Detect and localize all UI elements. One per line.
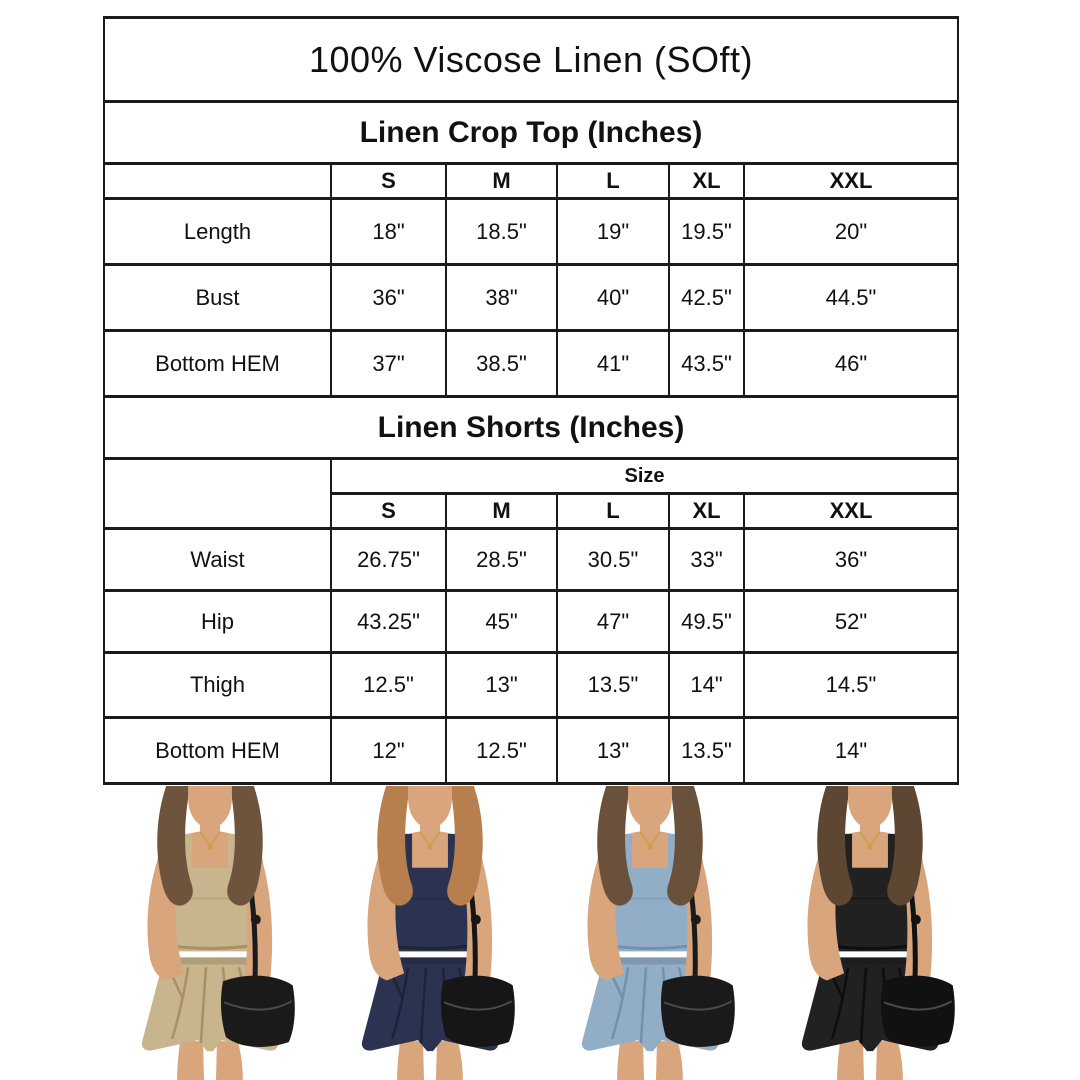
size-value: 18.5" [445,197,558,266]
table-row: Hip 43.25" 45" 47" 49.5" 52" [103,589,959,654]
table-row: Bottom HEM 37" 38.5" 41" 43.5" 46" [103,329,959,398]
size-value: 13" [556,716,670,785]
table-row: Size [103,457,959,530]
size-col-header: S [330,492,447,530]
table-row: Length 18" 18.5" 19" 19.5" 20" [103,197,959,266]
size-value: 20" [743,197,959,266]
size-value: 30.5" [556,527,670,592]
table-row: S M L XL XXL [103,162,959,200]
size-col-header: S [330,162,447,200]
product-photo-navy [320,786,540,1080]
model-photo-light-blue [540,786,760,1080]
size-value: 26.75" [330,527,447,592]
size-value: 12.5" [330,651,447,719]
row-label: Waist [103,527,332,592]
table-row: Linen Crop Top (Inches) [103,100,959,165]
size-col-header: XL [668,162,745,200]
size-value: 12.5" [445,716,558,785]
size-col-header: M [445,162,558,200]
size-value: 47" [556,589,670,654]
size-col-header: XXL [743,162,959,200]
size-value: 13.5" [668,716,745,785]
size-value: 13" [445,651,558,719]
size-value: 45" [445,589,558,654]
size-col-header: M [445,492,558,530]
size-col-header: L [556,492,670,530]
table-row: Bust 36" 38" 40" 42.5" 44.5" [103,263,959,332]
size-value: 18" [330,197,447,266]
size-group-header: Size [330,457,959,495]
size-value: 19.5" [668,197,745,266]
chart-title: 100% Viscose Linen (SOft) [103,16,959,103]
size-value: 38.5" [445,329,558,398]
size-value: 14" [743,716,959,785]
size-value: 40" [556,263,670,332]
row-label: Bust [103,263,332,332]
size-chart-table: 100% Viscose Linen (SOft) Linen Crop Top… [103,16,959,785]
crop-top-section-title: Linen Crop Top (Inches) [103,100,959,165]
product-photo-strip [100,786,980,1080]
size-value: 43.5" [668,329,745,398]
product-photo-black [760,786,980,1080]
size-value: 13.5" [556,651,670,719]
empty-corner-cell [103,162,332,200]
model-photo-navy [320,786,540,1080]
row-label: Hip [103,589,332,654]
size-value: 52" [743,589,959,654]
row-label: Thigh [103,651,332,719]
table-row: Waist 26.75" 28.5" 30.5" 33" 36" [103,527,959,592]
size-value: 28.5" [445,527,558,592]
size-value: 41" [556,329,670,398]
size-value: 44.5" [743,263,959,332]
size-value: 49.5" [668,589,745,654]
product-photo-light-blue [540,786,760,1080]
size-value: 33" [668,527,745,592]
size-value: 12" [330,716,447,785]
table-row: Linen Shorts (Inches) [103,395,959,460]
row-label: Bottom HEM [103,329,332,398]
row-label: Bottom HEM [103,716,332,785]
size-value: 42.5" [668,263,745,332]
size-value: 19" [556,197,670,266]
size-col-header: XXL [743,492,959,530]
model-photo-khaki [100,786,320,1080]
table-row: Thigh 12.5" 13" 13.5" 14" 14.5" [103,651,959,719]
size-value: 38" [445,263,558,332]
size-value: 36" [330,263,447,332]
table-row: S M L XL XXL [104,492,959,530]
empty-corner-cell [103,457,332,530]
size-value: 46" [743,329,959,398]
shorts-section-title: Linen Shorts (Inches) [103,395,959,460]
size-col-header: XL [668,492,745,530]
row-label: Length [103,197,332,266]
size-col-header: L [556,162,670,200]
size-value: 37" [330,329,447,398]
table-row: 100% Viscose Linen (SOft) [103,16,959,103]
table-row: Bottom HEM 12" 12.5" 13" 13.5" 14" [103,716,959,785]
model-photo-black [760,786,980,1080]
size-value: 14" [668,651,745,719]
size-value: 36" [743,527,959,592]
size-value: 14.5" [743,651,959,719]
product-photo-khaki [100,786,320,1080]
size-value: 43.25" [330,589,447,654]
